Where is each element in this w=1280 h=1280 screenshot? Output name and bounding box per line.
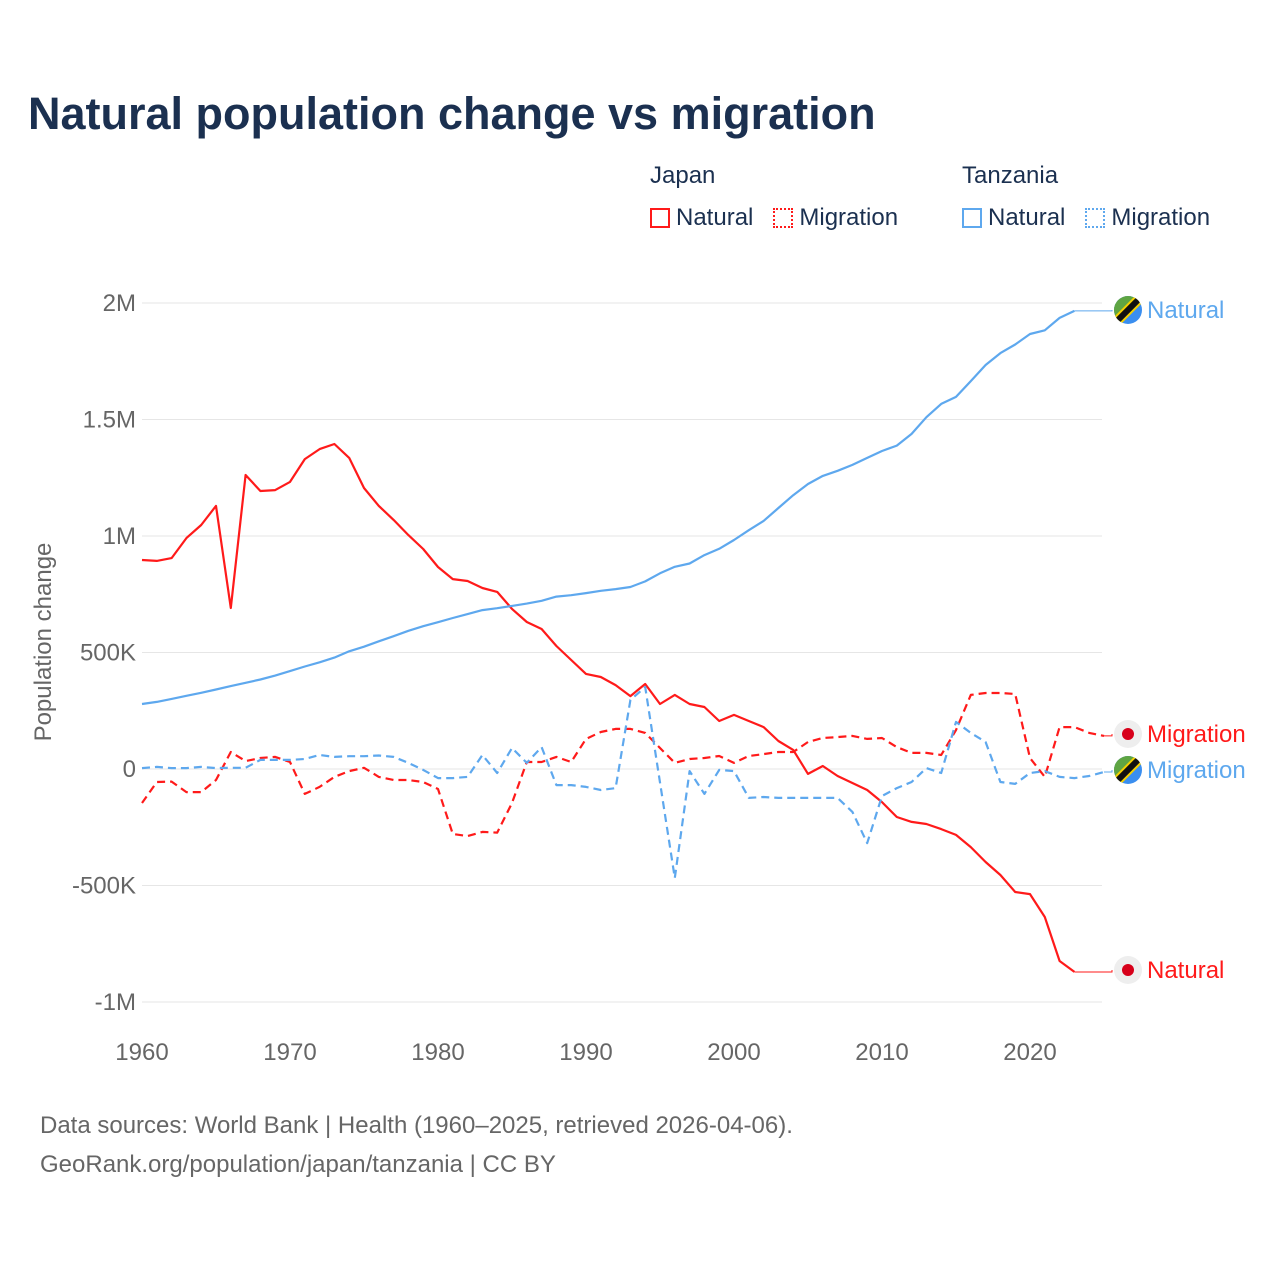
x-tick-label: 1960 bbox=[115, 1039, 168, 1066]
legend-group-name: Tanzania bbox=[962, 162, 1059, 189]
x-tick-label: 2020 bbox=[1003, 1039, 1056, 1066]
series-line-tanzania-migration[interactable] bbox=[141, 685, 1105, 880]
dotted-swatch-icon bbox=[1085, 208, 1106, 228]
dotted-swatch-icon bbox=[773, 208, 794, 228]
legend-group-tanzania: Tanzania Natural Migration bbox=[962, 162, 1210, 232]
series-line-japan-migration[interactable] bbox=[141, 691, 1105, 838]
y-tick-label: 2M bbox=[103, 290, 136, 317]
y-tick-label: 0 bbox=[123, 756, 136, 783]
legend-group-name: Japan bbox=[650, 162, 716, 189]
x-tick-label: 2000 bbox=[707, 1039, 760, 1066]
chart-title: Natural population change vs migration bbox=[28, 88, 876, 139]
series-line-japan-natural[interactable] bbox=[141, 442, 1076, 973]
end-label-connector bbox=[1104, 734, 1113, 737]
end-label: Natural bbox=[1147, 957, 1224, 984]
y-axis-label: Population change bbox=[30, 543, 57, 742]
end-label: Migration bbox=[1147, 721, 1246, 748]
end-label-connector bbox=[1074, 970, 1113, 973]
end-label: Migration bbox=[1147, 757, 1246, 784]
x-tick-label: 1990 bbox=[559, 1039, 612, 1066]
legend-item-tanzania-migration[interactable]: Migration bbox=[1085, 204, 1210, 232]
tanzania-flag-icon bbox=[1114, 756, 1142, 784]
x-tick-label: 1980 bbox=[411, 1039, 464, 1066]
end-label-connector bbox=[1104, 770, 1113, 773]
data-source-note: Data sources: World Bank | Health (1960–… bbox=[40, 1112, 793, 1139]
legend-item-japan-natural[interactable]: Natural bbox=[650, 204, 753, 232]
legend-label: Natural bbox=[676, 204, 754, 231]
legend-group-japan: Japan Natural Migration bbox=[650, 162, 898, 232]
japan-flag-icon bbox=[1114, 720, 1142, 748]
solid-swatch-icon bbox=[650, 208, 670, 228]
end-label: Natural bbox=[1147, 297, 1224, 324]
solid-swatch-icon bbox=[962, 208, 982, 228]
footer: Data sources: World Bank | Health (1960–… bbox=[40, 1106, 793, 1184]
legend-label: Natural bbox=[988, 204, 1066, 231]
x-tick-label: 1970 bbox=[263, 1039, 316, 1066]
tanzania-flag-icon bbox=[1114, 296, 1142, 324]
x-tick-label: 2010 bbox=[855, 1039, 908, 1066]
legend-item-tanzania-natural[interactable]: Natural bbox=[962, 204, 1065, 232]
y-tick-label: -1M bbox=[95, 989, 136, 1016]
legend-item-japan-migration[interactable]: Migration bbox=[773, 204, 898, 232]
source-link[interactable]: GeoRank.org/population/japan/tanzania | … bbox=[40, 1151, 556, 1178]
series-line-tanzania-natural[interactable] bbox=[141, 309, 1075, 706]
y-tick-label: 1.5M bbox=[83, 407, 136, 434]
y-tick-label: 1M bbox=[103, 523, 136, 550]
y-tick-label: 500K bbox=[80, 640, 136, 667]
y-tick-label: -500K bbox=[72, 873, 136, 900]
japan-flag-icon bbox=[1114, 956, 1142, 984]
end-label-connector bbox=[1074, 310, 1113, 312]
legend-label: Migration bbox=[799, 204, 899, 231]
legend-label: Migration bbox=[1111, 204, 1211, 231]
